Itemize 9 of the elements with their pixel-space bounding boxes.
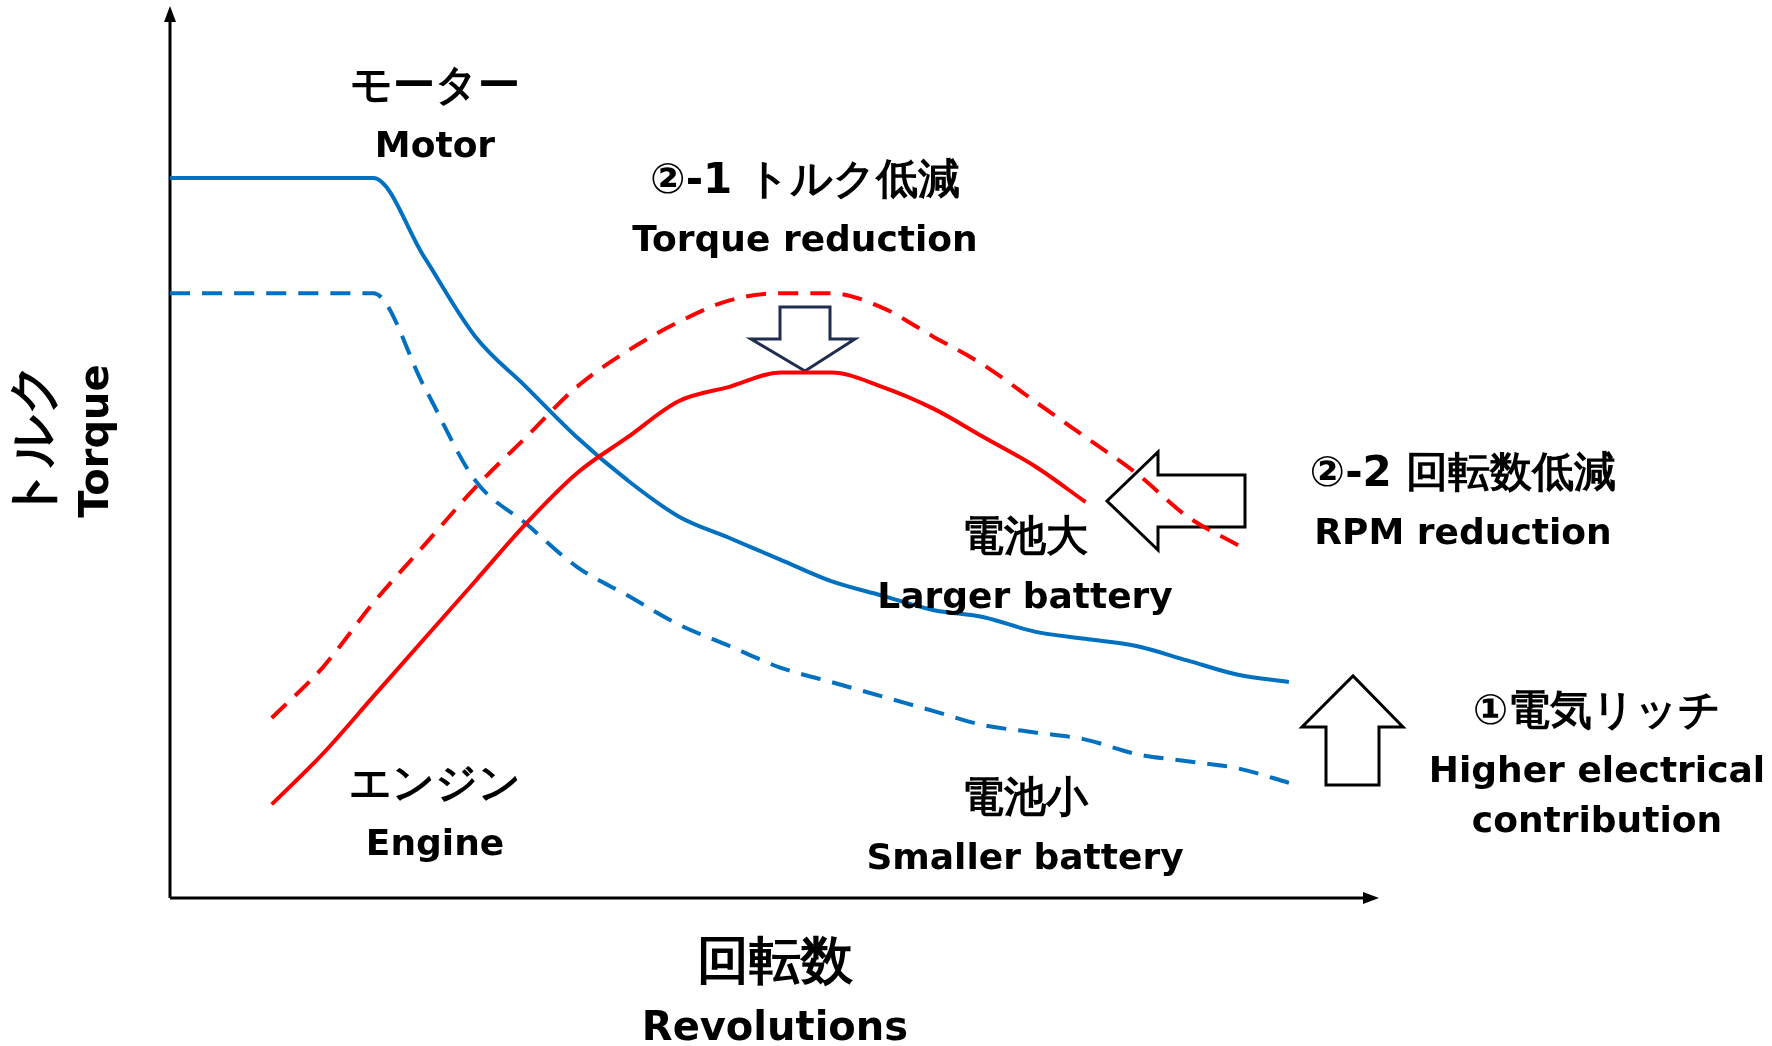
x-axis-title: 回転数 Revolutions (641, 930, 909, 1046)
annotation: ②-2 回転数低減 RPM reduction (1309, 447, 1617, 552)
annotation: ②-1 トルク低減 Torque reduction (632, 154, 978, 259)
annotation: エンジン Engine (349, 758, 521, 863)
text: モーター Motor (350, 60, 520, 165)
annotation: 電池小 Smaller battery (866, 772, 1184, 877)
annotation: 電池大 Larger battery (877, 511, 1173, 616)
y-axis-title: トルク Torque (2, 361, 117, 521)
text: ①電気リッチ Higher electrical contribution (1428, 685, 1766, 840)
